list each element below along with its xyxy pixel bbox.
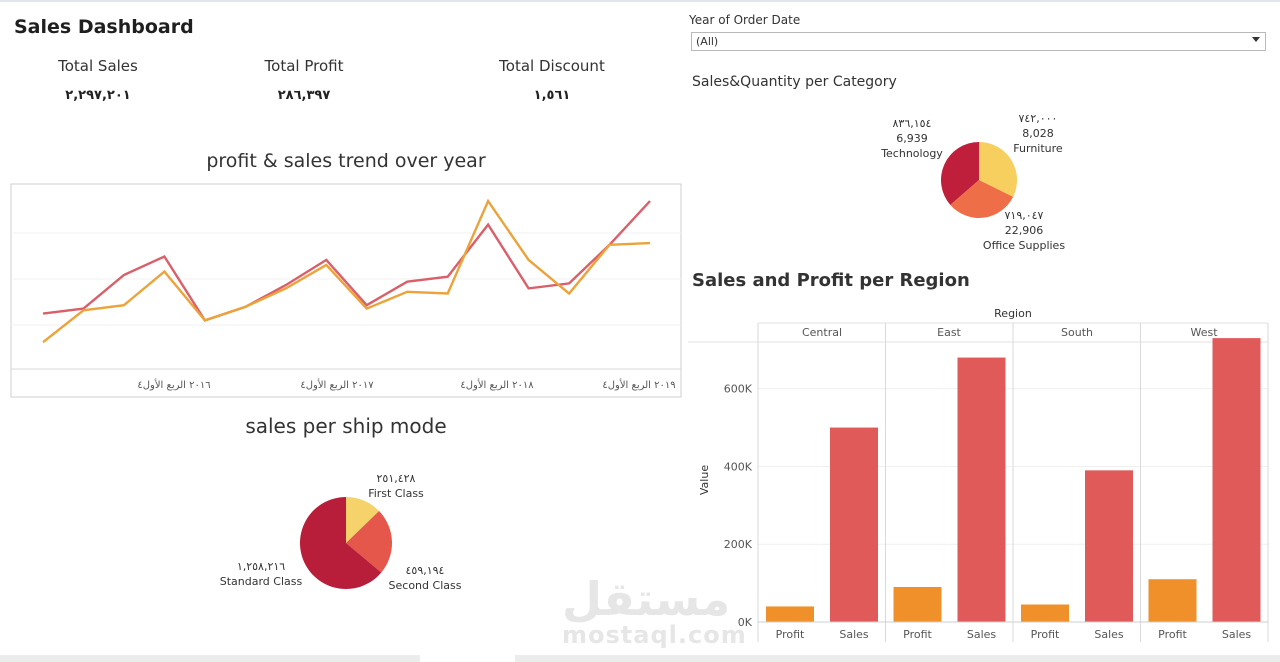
region-x-tick: Sales [967, 628, 997, 641]
category-office-supplies-value: ٧١٩,٠٤٧ [1004, 209, 1044, 222]
region-bar-south-sales[interactable] [1085, 470, 1133, 622]
ship-second-class-name: Second Class [388, 579, 462, 592]
region-x-tick: Profit [1031, 628, 1060, 641]
category-technology-name: Technology [881, 147, 943, 160]
region-x-tick: Sales [1222, 628, 1252, 641]
region-bar-west-sales[interactable] [1212, 338, 1261, 622]
region-name-south: South [1061, 326, 1093, 339]
ship-standard-class-value: ١,٢٥٨,٢١٦ [236, 560, 286, 573]
region-y-tick: 200K [724, 538, 753, 551]
pie-slice-second-class[interactable] [346, 511, 392, 573]
kpi-total-discount-value: ١,٥٦١ [533, 88, 571, 103]
trend-x-tick: ٢٠١٨ الربع الأول٤ [460, 378, 534, 391]
region-bar-west-profit[interactable] [1148, 579, 1197, 622]
ship-mode-pie [299, 497, 392, 589]
pie-slice-technology[interactable] [941, 142, 979, 205]
region-y-axis-label: Value [698, 465, 711, 495]
category-label-furniture: ٧٤٢,٠٠٠ 8,028 Furniture [998, 111, 1078, 156]
category-furniture-qty: 8,028 [1022, 127, 1054, 140]
category-furniture-value: ٧٤٢,٠٠٠ [1018, 112, 1058, 125]
chevron-down-icon[interactable] [1252, 37, 1260, 42]
profit-trend-line [42, 198, 651, 344]
region-name-east: East [937, 326, 961, 339]
pie-slice-furniture[interactable] [979, 142, 1018, 197]
category-technology-value: ٨٣٦,١٥٤ [892, 117, 932, 130]
kpi-total-profit-value: ٢٨٦,٣٩٧ [277, 88, 331, 103]
year-filter-dropdown[interactable]: (All) [691, 32, 1266, 51]
bottom-tab-strip [0, 655, 1280, 662]
trend-x-tick: ٢٠١٦ الربع الأول٤ [137, 378, 210, 391]
year-filter-label: Year of Order Date [689, 13, 801, 27]
ship-label-first-class: ٢٥١,٤٢٨ First Class [356, 471, 436, 501]
category-label-technology: ٨٣٦,١٥٤ 6,939 Technology [872, 116, 952, 161]
ship-label-standard-class: ١,٢٥٨,٢١٦ Standard Class [212, 559, 310, 589]
region-x-tick: Profit [776, 628, 805, 641]
trend-chart: ٢٠١٦ الربع الأول٤ ٢٠١٧ الربع الأول٤ ٢٠١٨… [10, 183, 682, 398]
watermark-logo: مستقل [562, 572, 731, 626]
active-sheet-tab[interactable] [420, 655, 515, 662]
trend-x-tick: ٢٠١٩ الربع الأول٤ [602, 378, 675, 391]
region-x-tick: Profit [903, 628, 932, 641]
category-office-supplies-qty: 22,906 [1004, 224, 1044, 237]
region-bar-south-profit[interactable] [1021, 604, 1069, 623]
region-y-tick: 400K [724, 460, 753, 473]
pie-slice-standard-class[interactable] [299, 497, 382, 589]
trend-chart-frame [10, 183, 682, 398]
dashboard-title: Sales Dashboard [14, 16, 194, 38]
region-name-west: West [1190, 326, 1218, 339]
region-y-tick: 0K [738, 616, 753, 629]
watermark-url: mostaql.com [562, 621, 747, 649]
kpi-total-sales-value: ٢,٢٩٧,٢٠١ [65, 88, 131, 103]
region-header-label: Region [994, 307, 1032, 320]
ship-first-class-value: ٢٥١,٤٢٨ [376, 472, 416, 485]
category-label-office-supplies: ٧١٩,٠٤٧ 22,906 Office Supplies [976, 208, 1072, 253]
ship-mode-title: sales per ship mode [245, 414, 447, 438]
ship-second-class-value: ٤٥٩,١٩٤ [405, 564, 445, 577]
top-border [0, 0, 1280, 2]
category-chart-title: Sales&Quantity per Category [692, 74, 897, 90]
pie-slice-office-supplies[interactable] [950, 180, 1014, 218]
sales-trend-line [42, 200, 651, 322]
kpi-total-discount-label: Total Discount [499, 57, 605, 75]
region-x-tick: Sales [839, 628, 869, 641]
category-office-supplies-name: Office Supplies [982, 239, 1066, 252]
region-y-tick: 600K [724, 383, 753, 396]
kpi-total-profit-label: Total Profit [264, 57, 344, 75]
trend-chart-title: profit & sales trend over year [206, 150, 486, 172]
ship-first-class-name: First Class [368, 487, 424, 500]
pie-slice-first-class[interactable] [346, 497, 380, 543]
region-chart-title: Sales and Profit per Region [692, 270, 970, 291]
kpi-total-sales-label: Total Sales [58, 57, 138, 75]
region-bar-central-sales[interactable] [830, 427, 878, 622]
year-filter-value: (All) [696, 35, 719, 48]
ship-standard-class-name: Standard Class [219, 575, 303, 588]
trend-x-tick: ٢٠١٧ الربع الأول٤ [300, 378, 374, 391]
region-bar-central-profit[interactable] [766, 606, 814, 622]
region-x-tick: Profit [1158, 628, 1187, 641]
region-bar-east-sales[interactable] [957, 357, 1006, 622]
region-bar-chart: Region Central East South West Value 0K 2… [688, 307, 1269, 642]
ship-label-second-class: ٤٥٩,١٩٤ Second Class [384, 563, 466, 593]
category-technology-qty: 6,939 [896, 132, 928, 145]
region-name-central: Central [802, 326, 842, 339]
category-pie [941, 142, 1018, 218]
region-x-tick: Sales [1094, 628, 1124, 641]
category-furniture-name: Furniture [1013, 142, 1063, 155]
region-bar-east-profit[interactable] [893, 587, 942, 622]
